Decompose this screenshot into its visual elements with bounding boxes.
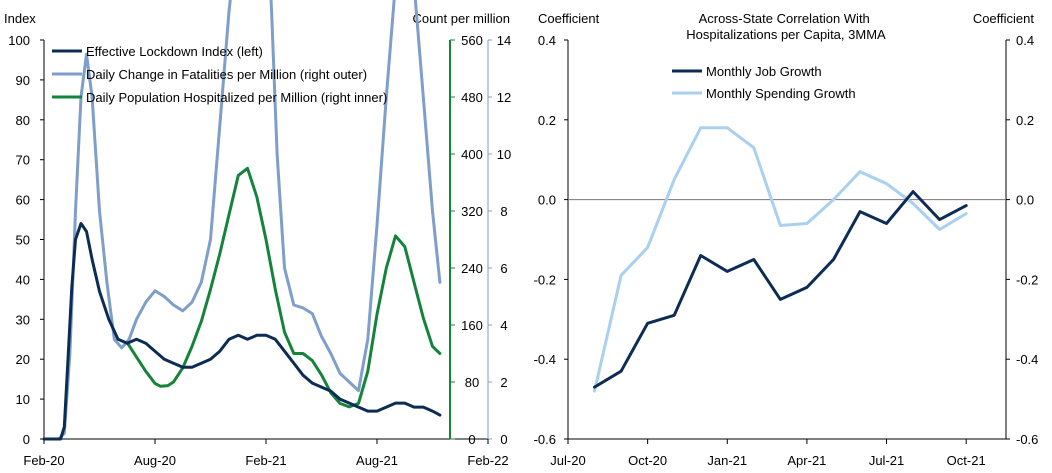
x-ticks: Feb-20 Aug-20 Feb-21 Aug-21 Feb-22 (23, 439, 509, 468)
right-inner-tick-label: 480 (461, 90, 483, 105)
right-inner-tick-label: 80 (465, 375, 479, 390)
right-chart-x-tick-label: Oct-21 (947, 453, 986, 468)
right-chart-left-ticks: -0.6 -0.4 -0.2 0.0 0.2 0.4 (534, 33, 568, 447)
series-line-left (42, 222, 442, 441)
legend-label-job-growth: Monthly Job Growth (706, 64, 822, 79)
series-line-right-outer (42, 0, 442, 441)
x-tick-label: Feb-21 (245, 453, 286, 468)
legend-item-lockdown: Effective Lockdown Index (left) (52, 44, 263, 59)
left-y-tick-label: 50 (16, 233, 30, 248)
left-y-tick-label: 80 (16, 113, 30, 128)
right-inner-tick-label: 400 (461, 147, 483, 162)
left-y-tick-label: 40 (16, 272, 30, 287)
x-tick-label: Feb-20 (23, 453, 64, 468)
right-outer-tick-label: 2 (500, 375, 507, 390)
right-chart-title-line-2: Hospitalizations per Capita, 3MMA (686, 27, 886, 42)
right-chart-right-tick-label: -0.6 (1016, 432, 1038, 447)
right-outer-y-ticks: 0 2 4 6 8 10 12 14 (488, 33, 511, 447)
right-chart-left-tick-label: 0.2 (538, 113, 556, 128)
right-chart-x-tick-label: Oct-20 (628, 453, 667, 468)
legend-item-spending-growth: Monthly Spending Growth (672, 86, 856, 101)
right-chart-series (593, 126, 968, 393)
right-outer-tick-label: 0 (500, 432, 507, 447)
right-chart-x-tick-label: Jul-20 (550, 453, 585, 468)
right-outer-tick-label: 8 (500, 204, 507, 219)
legend-label-spending-growth: Monthly Spending Growth (706, 86, 856, 101)
right-outer-tick-label: 6 (500, 261, 507, 276)
right-chart-left-tick-label: -0.4 (534, 352, 556, 367)
right-chart-left-tick-label: -0.6 (534, 432, 556, 447)
right-outer-tick-label: 4 (500, 318, 507, 333)
right-chart-x-tick-label: Jan-21 (707, 453, 747, 468)
right-inner-tick-label: 320 (461, 204, 483, 219)
right-inner-y-ticks: 0 80 160 240 320 400 480 560 (450, 33, 483, 447)
series-line-spending-growth (593, 126, 968, 393)
right-chart-title-line-1: Across-State Correlation With (699, 11, 870, 26)
left-axis-title: Index (4, 11, 36, 26)
legend-item-job-growth: Monthly Job Growth (672, 64, 822, 79)
right-chart: Coefficient Coefficient Across-State Cor… (534, 11, 1039, 468)
right-chart-right-tick-label: -0.2 (1016, 272, 1038, 287)
right-chart-left-axis-title: Coefficient (538, 11, 600, 26)
right-chart-right-axis-title: Coefficient (973, 11, 1035, 26)
right-chart-left-tick-label: 0.0 (538, 193, 556, 208)
left-chart: Index Count per million 0102030405060708… (4, 0, 511, 468)
right-legend: Monthly Job Growth Monthly Spending Grow… (672, 64, 856, 101)
right-chart-right-tick-label: 0.2 (1016, 113, 1034, 128)
left-y-tick-label: 0 (23, 432, 30, 447)
right-axis-title: Count per million (412, 11, 510, 26)
right-chart-right-ticks: -0.6 -0.4 -0.2 0.0 0.2 0.4 (1006, 33, 1038, 447)
right-outer-tick-label: 12 (497, 90, 511, 105)
left-y-tick-label: 90 (16, 73, 30, 88)
right-chart-title: Across-State Correlation With Hospitaliz… (686, 11, 886, 42)
x-tick-label: Aug-21 (356, 453, 398, 468)
legend-label-lockdown: Effective Lockdown Index (left) (86, 44, 263, 59)
x-tick-label: Aug-20 (134, 453, 176, 468)
legend-item-fatalities: Daily Change in Fatalities per Million (… (52, 67, 367, 82)
x-tick-label: Feb-22 (467, 453, 508, 468)
legend-label-fatalities: Daily Change in Fatalities per Million (… (86, 67, 367, 82)
left-legend: Effective Lockdown Index (left) Daily Ch… (52, 44, 387, 105)
left-y-tick-label: 70 (16, 153, 30, 168)
left-y-ticks: 0 10 20 30 40 50 60 70 80 90 100 (8, 33, 44, 447)
right-chart-x-tick-label: Apr-21 (787, 453, 826, 468)
right-outer-tick-label: 10 (497, 147, 511, 162)
right-chart-right-tick-label: 0.4 (1016, 33, 1034, 48)
series-line-right-inner (125, 166, 442, 409)
right-chart-x-tick-label: Jul-21 (869, 453, 904, 468)
right-chart-right-tick-label: -0.4 (1016, 352, 1038, 367)
right-chart-left-tick-label: -0.2 (534, 272, 556, 287)
right-chart-x-ticks: Jul-20 Oct-20 Jan-21 Apr-21 Jul-21 Oct-21 (550, 439, 986, 468)
right-inner-tick-label: 160 (461, 318, 483, 333)
series-line-job-growth (593, 190, 968, 389)
right-inner-tick-label: 560 (461, 33, 483, 48)
left-y-tick-label: 10 (16, 392, 30, 407)
left-y-tick-label: 100 (8, 33, 30, 48)
right-inner-tick-label: 240 (461, 261, 483, 276)
right-chart-left-tick-label: 0.4 (538, 33, 556, 48)
right-inner-tick-label: 0 (468, 432, 475, 447)
left-chart-series (42, 0, 442, 441)
left-y-tick-label: 60 (16, 193, 30, 208)
right-chart-right-tick-label: 0.0 (1016, 193, 1034, 208)
left-y-tick-label: 20 (16, 352, 30, 367)
legend-item-hospitalized: Daily Population Hospitalized per Millio… (52, 90, 387, 105)
left-y-tick-label: 30 (16, 312, 30, 327)
right-outer-tick-label: 14 (497, 33, 511, 48)
legend-label-hospitalized: Daily Population Hospitalized per Millio… (86, 90, 387, 105)
